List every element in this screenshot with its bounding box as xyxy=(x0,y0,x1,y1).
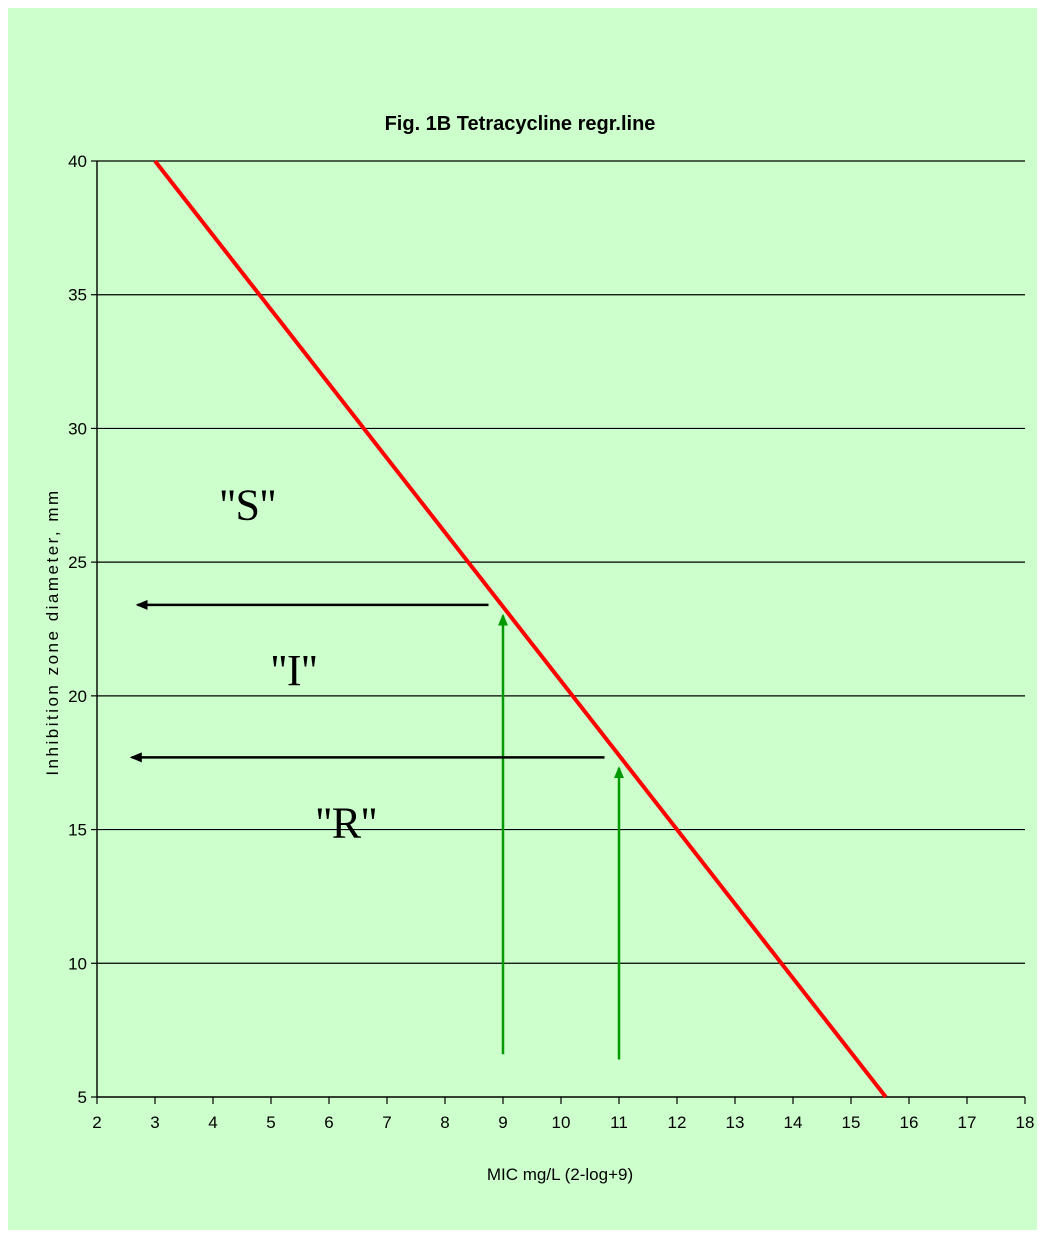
region-label-1: ''S'' xyxy=(220,480,276,529)
x-tick-label-10: 10 xyxy=(552,1113,571,1132)
axis-layer: 5 10 15 20 25 30 35 40 2 3 4 5 6 7 8 9 10 11 12 13 14 15 16 17 1… xyxy=(68,152,1034,1132)
y-tick-label-25: 25 xyxy=(68,553,87,572)
y-tick-label-40: 40 xyxy=(68,152,87,171)
region-label-3: ''R'' xyxy=(316,799,377,848)
y-tick-label-5: 5 xyxy=(78,1088,87,1107)
y-tick-label-15: 15 xyxy=(68,821,87,840)
arrow-layer xyxy=(129,599,624,1060)
y-tick-label-35: 35 xyxy=(68,286,87,305)
x-tick-label-2: 2 xyxy=(92,1113,101,1132)
chart-frame: Fig. 1B Tetracycline regr.line 5 10 15 20 25… xyxy=(8,8,1037,1230)
x-tick-label-15: 15 xyxy=(842,1113,861,1132)
chart-svg: Fig. 1B Tetracycline regr.line 510152025… xyxy=(43,113,1034,1184)
x-tick-label-5: 5 xyxy=(266,1113,275,1132)
regression-line xyxy=(153,159,888,1099)
chart-title: Fig. 1B Tetracycline regr.line xyxy=(385,113,656,135)
x-tick-label-11: 11 xyxy=(610,1113,628,1132)
x-tick-label-16: 16 xyxy=(900,1113,919,1132)
x-tick-label-13: 13 xyxy=(726,1113,745,1132)
x-tick-label-14: 14 xyxy=(784,1113,803,1132)
x-axis-label: MIC mg/L (2-log+9) xyxy=(487,1165,633,1184)
y-tick-label-30: 30 xyxy=(68,419,87,438)
y-tick-label-20: 20 xyxy=(68,687,87,706)
x-tick-label-8: 8 xyxy=(440,1113,449,1132)
region-label-2: ''I'' xyxy=(271,646,317,695)
label-layer: ''S'' ''I'' ''R'' xyxy=(220,480,377,847)
x-tick-label-3: 3 xyxy=(150,1113,159,1132)
x-tick-label-4: 4 xyxy=(208,1113,217,1132)
y-axis-label: Inhibition zone diameter, mm xyxy=(43,488,62,775)
series-layer xyxy=(153,159,888,1099)
x-tick-label-9: 9 xyxy=(498,1113,507,1132)
grid-layer xyxy=(97,160,1025,964)
x-tick-label-17: 17 xyxy=(958,1113,977,1132)
x-tick-label-6: 6 xyxy=(324,1113,333,1132)
x-tick-label-12: 12 xyxy=(668,1113,687,1132)
x-tick-label-18: 18 xyxy=(1016,1113,1035,1132)
x-tick-label-7: 7 xyxy=(382,1113,391,1132)
y-tick-label-10: 10 xyxy=(68,954,87,973)
